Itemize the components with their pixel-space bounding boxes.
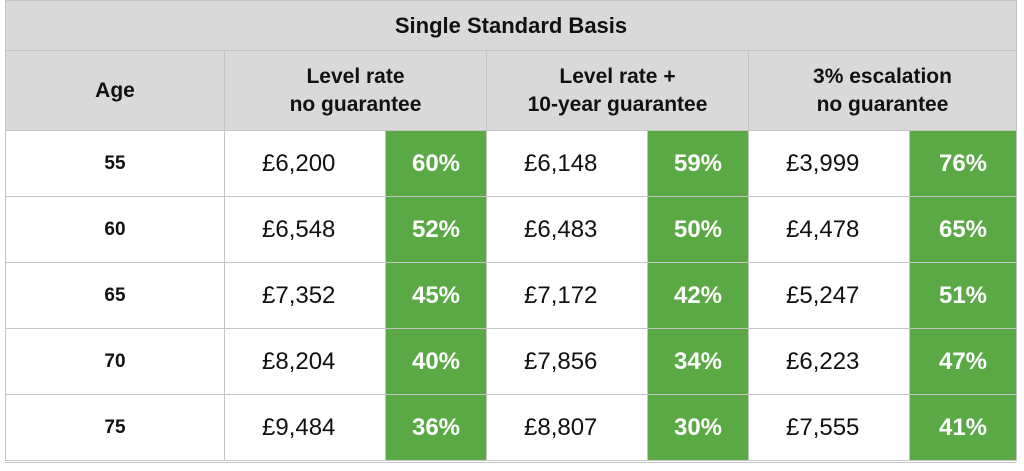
header-line-2: no guarantee: [816, 92, 949, 116]
percentage-badge: 34%: [647, 328, 749, 395]
annuity-rates-table: Single Standard Basis Age Level rate no …: [5, 0, 1017, 461]
amount-cell: £7,856: [486, 328, 648, 395]
table-row: 70 £8,204 40% £7,856 34% £6,223 47%: [5, 328, 1017, 395]
percentage-badge: 65%: [909, 196, 1017, 263]
header-line-1: Level rate +: [559, 64, 676, 88]
header-line-2: no guarantee: [289, 92, 422, 116]
amount-cell: £9,484: [224, 394, 386, 461]
percentage-badge: 47%: [909, 328, 1017, 395]
percentage-badge: 42%: [647, 262, 749, 329]
table-bottom-divider: [5, 462, 1016, 471]
table-title: Single Standard Basis: [5, 0, 1017, 51]
table-row: 65 £7,352 45% £7,172 42% £5,247 51%: [5, 262, 1017, 329]
annuity-rates-table-wrapper: Single Standard Basis Age Level rate no …: [5, 0, 1017, 461]
percentage-badge: 60%: [385, 130, 487, 197]
percentage-badge: 36%: [385, 394, 487, 461]
amount-cell: £7,352: [224, 262, 386, 329]
percentage-badge: 51%: [909, 262, 1017, 329]
age-column-header: Age: [5, 50, 225, 131]
amount-cell: £3,999: [748, 130, 910, 197]
amount-cell: £5,247: [748, 262, 910, 329]
age-cell: 75: [5, 394, 225, 461]
age-cell: 60: [5, 196, 225, 263]
level-rate-no-guarantee-header: Level rate no guarantee: [224, 50, 487, 131]
header-line-1: Level rate: [306, 64, 405, 88]
amount-cell: £7,555: [748, 394, 910, 461]
age-cell: 55: [5, 130, 225, 197]
percentage-badge: 30%: [647, 394, 749, 461]
amount-cell: £6,483: [486, 196, 648, 263]
percentage-badge: 41%: [909, 394, 1017, 461]
amount-cell: £8,204: [224, 328, 386, 395]
amount-cell: £6,223: [748, 328, 910, 395]
age-cell: 65: [5, 262, 225, 329]
column-header-row: Age Level rate no guarantee Level rate +…: [5, 50, 1017, 131]
header-line-2: 10-year guarantee: [527, 92, 708, 116]
table-row: 75 £9,484 36% £8,807 30% £7,555 41%: [5, 394, 1017, 461]
escalation-no-guarantee-header: 3% escalation no guarantee: [748, 50, 1017, 131]
amount-cell: £6,200: [224, 130, 386, 197]
percentage-badge: 52%: [385, 196, 487, 263]
percentage-badge: 76%: [909, 130, 1017, 197]
percentage-badge: 50%: [647, 196, 749, 263]
amount-cell: £8,807: [486, 394, 648, 461]
amount-cell: £6,548: [224, 196, 386, 263]
table-row: 55 £6,200 60% £6,148 59% £3,999 76%: [5, 130, 1017, 197]
table-row: 60 £6,548 52% £6,483 50% £4,478 65%: [5, 196, 1017, 263]
header-line-1: 3% escalation: [813, 64, 952, 88]
percentage-badge: 45%: [385, 262, 487, 329]
level-rate-10-year-guarantee-header: Level rate + 10-year guarantee: [486, 50, 749, 131]
table-title-row: Single Standard Basis: [5, 0, 1017, 51]
percentage-badge: 40%: [385, 328, 487, 395]
age-cell: 70: [5, 328, 225, 395]
amount-cell: £6,148: [486, 130, 648, 197]
percentage-badge: 59%: [647, 130, 749, 197]
amount-cell: £7,172: [486, 262, 648, 329]
amount-cell: £4,478: [748, 196, 910, 263]
